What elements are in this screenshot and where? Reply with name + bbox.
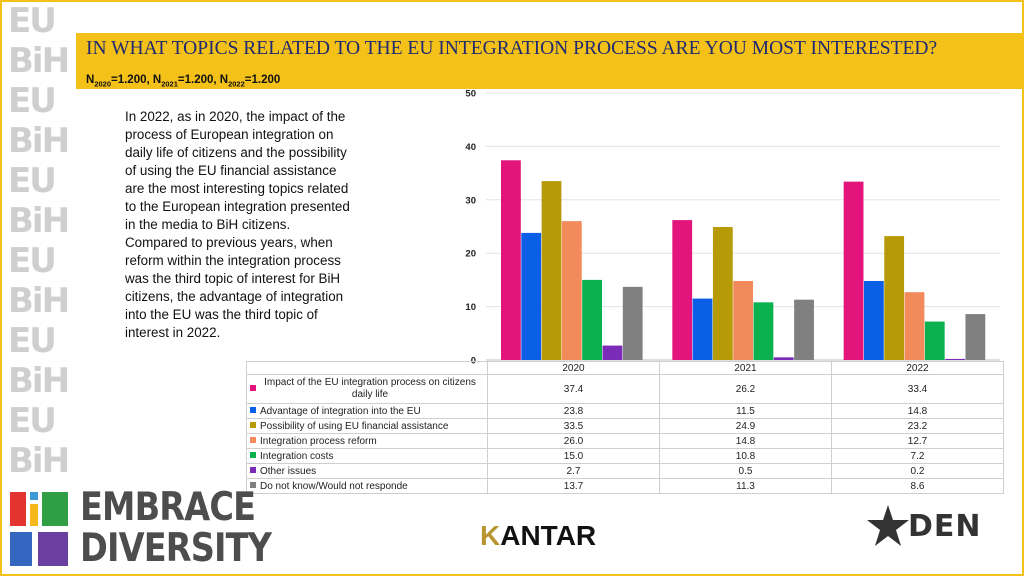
bar <box>843 181 864 360</box>
table-header-row: 2020 2021 2022 <box>246 361 1004 375</box>
bar <box>501 160 521 360</box>
table-cell: 7.2 <box>831 448 1004 464</box>
bar <box>945 358 965 360</box>
table-cell: 33.4 <box>831 374 1004 404</box>
table-header-cell: 2020 <box>487 361 660 375</box>
table-row: Integration process reform 26.0 14.8 12.… <box>246 433 1004 449</box>
description-text: In 2022, as in 2020, the impact of the p… <box>125 109 350 340</box>
table-header-cell: 2021 <box>659 361 832 375</box>
legend-swatch <box>250 436 256 443</box>
table-corner-cell <box>246 361 488 375</box>
bar <box>602 345 623 360</box>
table-cell: 37.4 <box>487 374 660 404</box>
table-cell: 14.8 <box>659 433 832 449</box>
data-table: 2020 2021 2022 Impact of the EU integrat… <box>246 361 1004 494</box>
table-cell: 24.9 <box>659 418 832 434</box>
table-cell: 12.7 <box>831 433 1004 449</box>
series-label: Integration process reform <box>246 433 488 449</box>
bar <box>672 220 693 360</box>
y-tick-label: 50 <box>465 89 476 100</box>
bar <box>622 286 643 360</box>
table-cell: 26.2 <box>659 374 832 404</box>
side-logo-pattern: EU BiH EU BiH EU BiH EU BiH EU BiH EU Bi… <box>8 1 70 481</box>
table-cell: 13.7 <box>487 478 660 494</box>
page-title: IN WHAT TOPICS RELATED TO THE EU INTEGRA… <box>86 38 938 59</box>
series-label: Possibility of using EU financial assist… <box>246 418 488 434</box>
bar <box>904 292 925 360</box>
legend-swatch <box>250 384 256 391</box>
table-cell: 0.2 <box>831 463 1004 479</box>
table-cell: 10.8 <box>659 448 832 464</box>
kantar-logo: KANTAR <box>480 520 597 551</box>
y-tick-label: 30 <box>465 195 476 206</box>
table-cell: 15.0 <box>487 448 660 464</box>
legend-swatch <box>250 406 256 413</box>
series-label: Integration costs <box>246 448 488 464</box>
bar <box>965 314 986 360</box>
series-label: Advantage of integration into the EU <box>246 403 488 419</box>
table-cell: 26.0 <box>487 433 660 449</box>
series-label: Do not know/Would not responde <box>246 478 488 494</box>
title-banner <box>76 33 1022 89</box>
den-logo: DEN <box>866 503 990 553</box>
bar <box>712 227 733 360</box>
y-tick-label: 40 <box>465 142 476 153</box>
table-row: Advantage of integration into the EU 23.… <box>246 403 1004 419</box>
table-row: Possibility of using EU financial assist… <box>246 418 1004 434</box>
bar <box>561 221 582 360</box>
table-row: Do not know/Would not responde 13.7 11.3… <box>246 478 1004 494</box>
table-row: Integration costs 15.0 10.8 7.2 <box>246 448 1004 464</box>
star-icon <box>867 505 909 546</box>
table-header-cell: 2022 <box>831 361 1004 375</box>
table-cell: 0.5 <box>659 463 832 479</box>
bar <box>773 357 794 360</box>
legend-swatch <box>250 481 256 488</box>
table-cell: 33.5 <box>487 418 660 434</box>
table-row: Other issues 2.7 0.5 0.2 <box>246 463 1004 479</box>
table-cell: 14.8 <box>831 403 1004 419</box>
legend-swatch <box>250 466 256 473</box>
table-cell: 11.3 <box>659 478 832 494</box>
bar <box>541 181 562 360</box>
table-cell: 23.2 <box>831 418 1004 434</box>
table-cell: 11.5 <box>659 403 832 419</box>
bar <box>582 279 602 360</box>
bar <box>733 280 754 360</box>
bar <box>863 280 884 360</box>
bar <box>794 299 814 360</box>
series-label: Other issues <box>246 463 488 479</box>
legend-swatch <box>250 451 256 458</box>
table-cell: 23.8 <box>487 403 660 419</box>
bih-eu-logo <box>10 492 68 566</box>
bar <box>884 236 905 360</box>
bar <box>753 302 774 360</box>
sample-size: N2020=1.200, N2021=1.200, N2022=1.200 <box>86 74 281 89</box>
legend-swatch <box>250 421 256 428</box>
table-cell: 8.6 <box>831 478 1004 494</box>
y-tick-label: 20 <box>465 249 476 260</box>
y-tick-label: 10 <box>465 302 476 313</box>
table-row: Impact of the EU integration process on … <box>246 374 1004 404</box>
bar <box>521 232 542 360</box>
table-cell: 2.7 <box>487 463 660 479</box>
embrace-diversity-logo: EMBRACE DIVERSITY <box>80 485 272 571</box>
bar <box>692 298 713 360</box>
series-label: Impact of the EU integration process on … <box>246 374 488 404</box>
bar <box>924 321 945 360</box>
